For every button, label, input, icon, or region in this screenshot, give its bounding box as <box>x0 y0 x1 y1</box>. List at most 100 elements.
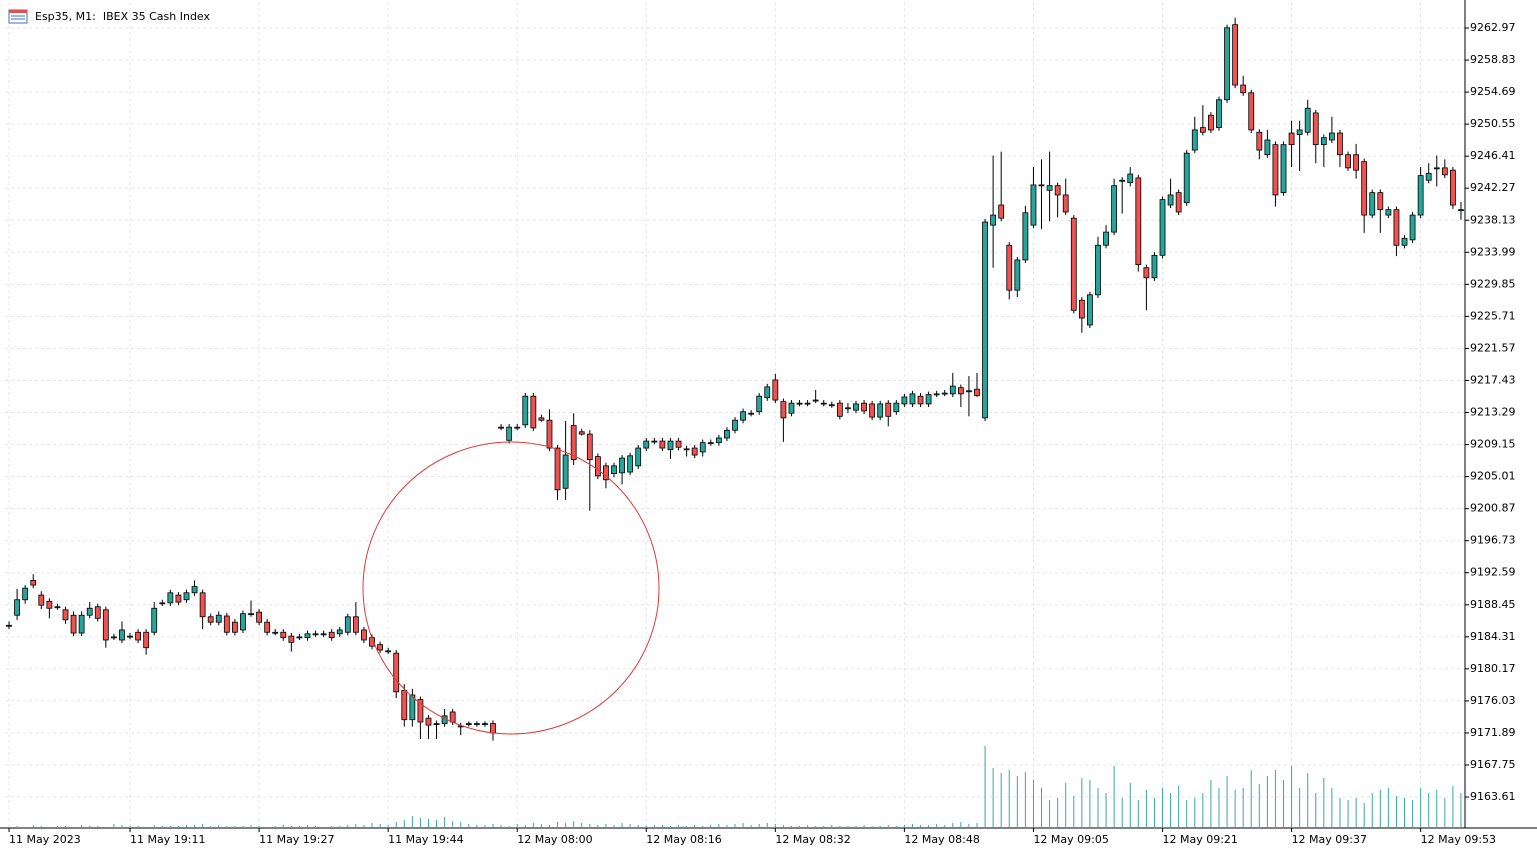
candle-body <box>611 465 617 474</box>
candle-body <box>1135 177 1142 266</box>
candle-body <box>788 402 795 414</box>
candle-body <box>1224 27 1230 101</box>
candle-body <box>1458 209 1464 212</box>
candle-body <box>401 689 408 721</box>
candle-body <box>336 629 343 635</box>
candle-body <box>22 587 29 601</box>
candle-body <box>917 395 924 405</box>
y-tick-label: 9233.99 <box>1470 245 1516 258</box>
candle-body <box>433 723 440 725</box>
candle-body <box>280 631 287 639</box>
candle-body <box>877 403 884 418</box>
y-tick-label: 9246.41 <box>1470 149 1516 162</box>
candle-body <box>699 442 706 453</box>
y-tick-label: 9209.15 <box>1470 438 1516 451</box>
candle-body <box>707 442 714 445</box>
candle-body <box>683 448 690 451</box>
candle-body <box>990 214 997 226</box>
y-tick-label: 9205.01 <box>1470 470 1516 483</box>
y-tick-label: 9167.75 <box>1470 758 1516 771</box>
candle-body <box>1296 129 1303 135</box>
candle-body <box>1329 132 1335 141</box>
candle-body <box>94 606 101 619</box>
candle-body <box>1393 209 1400 246</box>
candle-body <box>1159 199 1166 256</box>
candle-body <box>199 592 206 618</box>
candle-body <box>288 635 295 643</box>
candle-body <box>966 390 972 393</box>
candle-body <box>207 616 214 623</box>
candle-body <box>1038 184 1045 187</box>
symbol-icon <box>8 9 28 24</box>
candle-body <box>1022 212 1029 261</box>
candle-body <box>1264 139 1271 156</box>
candle-body <box>1361 161 1368 216</box>
candle-body <box>167 592 174 604</box>
candle-body <box>861 402 867 412</box>
candle-body <box>1062 194 1069 213</box>
y-tick-label: 9163.61 <box>1470 790 1516 803</box>
candle-body <box>1240 84 1247 94</box>
y-tick-label: 9221.57 <box>1470 341 1516 354</box>
x-tick-label: 12 May 09:21 <box>1163 833 1238 846</box>
candle-body <box>635 447 642 467</box>
candle-body <box>627 455 634 473</box>
candle-body <box>974 388 980 396</box>
candle-body <box>675 440 682 448</box>
y-tick-label: 9229.85 <box>1470 277 1516 290</box>
candle-body <box>102 609 109 641</box>
candle-body <box>893 402 900 413</box>
y-tick-label: 9250.55 <box>1470 117 1516 130</box>
candle-body <box>54 606 61 609</box>
y-tick-label: 9171.89 <box>1470 726 1516 739</box>
candle-body <box>14 599 20 616</box>
candle-body <box>361 629 367 641</box>
y-tick-label: 9188.45 <box>1470 598 1516 611</box>
candle-body <box>151 607 158 633</box>
candle-body <box>1030 184 1037 226</box>
candle-body <box>143 631 150 649</box>
y-tick-label: 9242.27 <box>1470 181 1516 194</box>
candles <box>6 17 1464 828</box>
candle-body <box>1119 179 1126 182</box>
candle-body <box>86 607 93 616</box>
candle-body <box>6 624 12 627</box>
candle-body <box>998 204 1005 219</box>
candle-body <box>191 586 198 594</box>
candle-body <box>38 594 45 606</box>
y-tick-label: 9225.71 <box>1470 309 1516 322</box>
candle-body <box>1337 132 1343 156</box>
y-tick-label: 9180.17 <box>1470 662 1516 675</box>
candle-body <box>586 433 593 461</box>
candle-body <box>506 426 513 441</box>
candle-body <box>1369 192 1376 216</box>
candle-body <box>522 395 529 426</box>
y-tick-label: 9184.31 <box>1470 630 1516 643</box>
y-tick-label: 9258.83 <box>1470 53 1516 66</box>
x-tick-label: 12 May 08:00 <box>517 833 592 846</box>
candle-body <box>1385 209 1392 216</box>
candle-body <box>1433 167 1440 170</box>
candle-body <box>1425 172 1432 181</box>
candle-body <box>756 395 763 413</box>
candle-body <box>1441 167 1448 176</box>
candle-body <box>1103 231 1109 246</box>
candle-body <box>46 600 53 609</box>
x-tick-label: 12 May 09:53 <box>1421 833 1496 846</box>
candle-body <box>1014 259 1021 291</box>
candle-body <box>1248 92 1255 131</box>
candle-body <box>449 711 456 723</box>
candle-body <box>651 440 658 443</box>
candle-body <box>352 616 359 633</box>
candle-body <box>715 437 722 444</box>
candle-body <box>490 723 496 734</box>
candle-body <box>796 402 803 405</box>
candle-body <box>296 636 303 639</box>
candle-body <box>659 440 666 449</box>
candle-body <box>828 404 835 407</box>
candle-body <box>264 621 271 633</box>
candle-body <box>772 379 779 401</box>
candle-body <box>554 447 561 491</box>
x-tick-label: 11 May 19:44 <box>388 833 463 846</box>
